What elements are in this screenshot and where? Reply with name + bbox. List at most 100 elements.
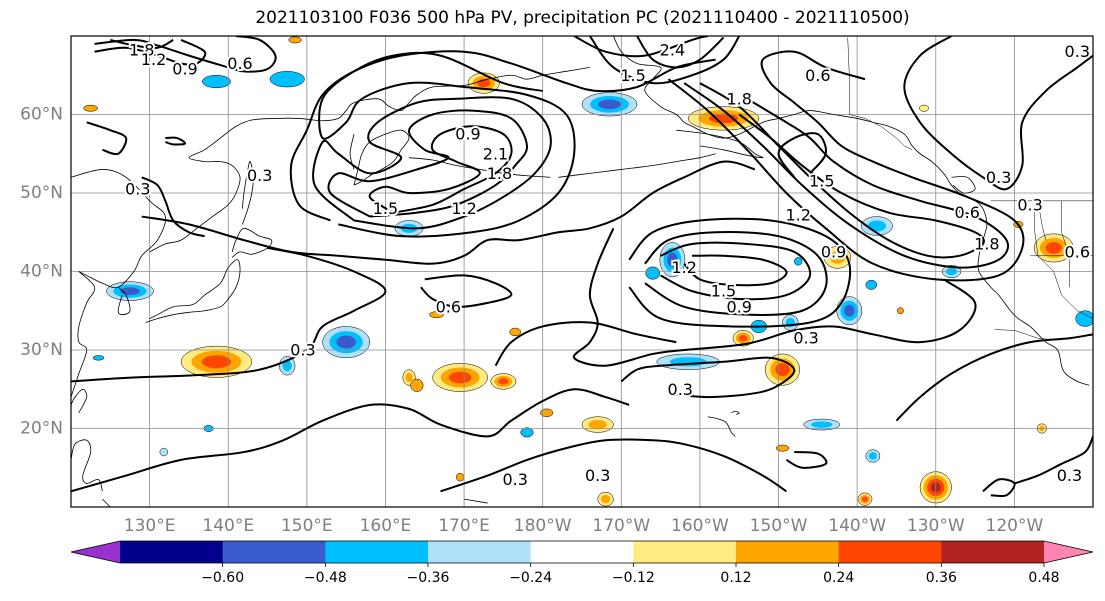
contour-label: 0.6 bbox=[436, 297, 461, 316]
longitude-label: 160°W bbox=[671, 516, 729, 536]
precip-cell-35 bbox=[865, 449, 881, 463]
contour-label: 0.3 bbox=[125, 180, 150, 199]
precip-level bbox=[868, 452, 878, 460]
precip-level bbox=[645, 266, 661, 280]
longitude-label: 170°E bbox=[438, 516, 490, 536]
pv-contour-line bbox=[94, 39, 207, 66]
contour-label: 0.6 bbox=[227, 54, 252, 73]
chart-title: 2021103100 F036 500 hPa PV, precipitatio… bbox=[255, 8, 910, 28]
precip-level bbox=[794, 257, 803, 266]
pv-contour-line bbox=[71, 388, 630, 493]
precipitation-shading bbox=[83, 36, 1093, 507]
contour-label: 1.2 bbox=[785, 205, 810, 224]
pv-contour-line bbox=[110, 38, 174, 49]
pv-contour-line bbox=[289, 50, 716, 222]
coastlines bbox=[71, 36, 1093, 507]
coastline bbox=[71, 169, 166, 289]
pv-contour-line bbox=[785, 451, 828, 469]
precip-level bbox=[600, 495, 611, 504]
coastline bbox=[102, 498, 111, 507]
colorbar-extend-min bbox=[71, 541, 120, 563]
map-frame bbox=[70, 35, 1094, 508]
precip-level bbox=[588, 419, 607, 430]
colorbar-swatch bbox=[941, 541, 1045, 563]
colorbar-swatch bbox=[736, 541, 840, 563]
pv-contour-line bbox=[660, 241, 812, 301]
precip-cell-29 bbox=[775, 444, 790, 452]
precip-cell-30 bbox=[836, 296, 863, 326]
precip-cell-49 bbox=[288, 36, 302, 44]
contour-label: 0.6 bbox=[1065, 242, 1090, 261]
precip-level bbox=[896, 307, 904, 315]
precip-level bbox=[288, 36, 302, 44]
precip-level bbox=[509, 327, 521, 337]
precip-level bbox=[92, 355, 105, 361]
precip-level bbox=[520, 427, 534, 438]
precip-cell-4 bbox=[581, 92, 638, 117]
contour-label: 1.2 bbox=[141, 50, 166, 69]
pv-contour-line bbox=[94, 36, 277, 73]
contour-label: 1.2 bbox=[451, 199, 476, 218]
pv-contour-line bbox=[318, 51, 576, 238]
coastline bbox=[117, 286, 131, 316]
latitude-label: 40°N bbox=[20, 262, 63, 282]
precip-level bbox=[159, 447, 168, 457]
pv-contour-line bbox=[683, 254, 788, 287]
pv-contours bbox=[71, 36, 1093, 498]
precip-cell-21 bbox=[645, 266, 661, 280]
colorbar-swatch bbox=[428, 541, 532, 563]
longitude-label: 130°E bbox=[124, 516, 176, 536]
precip-level bbox=[455, 472, 465, 482]
precip-cell-1 bbox=[202, 75, 231, 89]
pv-contour-line bbox=[777, 132, 827, 178]
contour-label: 2.1 bbox=[483, 144, 508, 163]
contour-label: 1.5 bbox=[620, 66, 645, 85]
colorbar-tick-label: −0.48 bbox=[304, 570, 347, 586]
colorbar-outline bbox=[70, 540, 1094, 564]
colorbar-tick-label: 0.36 bbox=[926, 570, 957, 586]
latitude-label: 60°N bbox=[20, 105, 63, 125]
contour-label: 0.6 bbox=[805, 66, 830, 85]
precip-level bbox=[598, 99, 621, 110]
colorbar-swatch bbox=[222, 541, 326, 563]
pv-contour-line bbox=[1014, 435, 1093, 485]
contour-label: 0.3 bbox=[986, 168, 1011, 187]
pv-contour-line bbox=[573, 36, 709, 58]
precip-level bbox=[282, 360, 292, 372]
precip-level bbox=[667, 252, 678, 267]
coastline bbox=[676, 129, 764, 159]
latitude-label: 30°N bbox=[20, 340, 63, 360]
precip-level bbox=[429, 311, 444, 319]
precip-cell-44 bbox=[92, 355, 105, 361]
precip-level bbox=[269, 71, 305, 88]
contour-label: 0.9 bbox=[821, 242, 846, 261]
pv-contour-line bbox=[644, 231, 828, 316]
contour-label: 1.8 bbox=[727, 89, 752, 108]
precip-level bbox=[410, 378, 424, 392]
contour-label: 2.4 bbox=[660, 41, 685, 60]
precip-cell-48 bbox=[919, 104, 929, 112]
contour-label: 0.3 bbox=[1057, 466, 1082, 485]
precip-cell-34 bbox=[896, 307, 904, 315]
precip-level bbox=[202, 75, 231, 89]
latitude-label: 20°N bbox=[20, 419, 63, 439]
map-axes: 60°N 50°N 40°N 30°N 20°N 130°E 140°E 150°E 160°E… bbox=[20, 105, 1043, 537]
contour-label: 1.8 bbox=[974, 235, 999, 254]
contour-label: 0.3 bbox=[668, 380, 693, 399]
precip-level bbox=[865, 279, 878, 290]
precip-cell-10 bbox=[279, 356, 296, 376]
colorbar-extend-max bbox=[1044, 541, 1093, 563]
precip-cell-13 bbox=[429, 311, 444, 319]
precip-level bbox=[336, 335, 356, 349]
pv-contour-line bbox=[667, 50, 1025, 282]
contour-label: 0.9 bbox=[455, 125, 480, 144]
coastline bbox=[231, 227, 273, 258]
pv-contour-line bbox=[368, 125, 513, 214]
precip-level bbox=[867, 220, 886, 232]
longitude-label: 150°E bbox=[281, 516, 333, 536]
precip-level bbox=[1075, 310, 1093, 327]
pv-contour-line bbox=[141, 176, 205, 238]
longitude-label: 140°W bbox=[828, 516, 886, 536]
precip-level bbox=[448, 371, 472, 384]
contour-label: 0.3 bbox=[247, 166, 272, 185]
